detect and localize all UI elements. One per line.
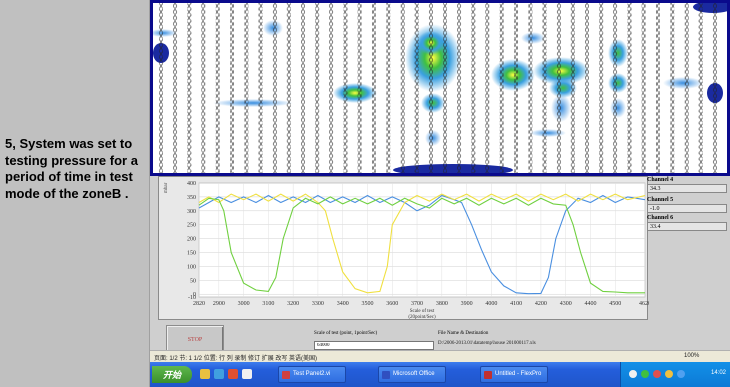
- taskbar-button-label: Untitled - FlexPro: [495, 371, 542, 377]
- screenshot-area: -10 0 50 100 150 200 250 300 350 400 2820 2900 3000 3…: [150, 0, 730, 387]
- x-tick-label: 4000: [485, 301, 497, 307]
- clock: 14:02: [710, 370, 726, 376]
- y-tick-label: 200: [187, 237, 196, 243]
- slide-caption: 5, System was set to testing pressure fo…: [5, 136, 138, 201]
- status-left-text: 页面: 1/2 节: 1 1/2 位置: 行 列 录制 修订 扩展 改写 英语(…: [154, 356, 318, 362]
- x-tick-label: 3100: [262, 301, 274, 307]
- taskbar-button-office[interactable]: Microsoft Office: [378, 366, 446, 383]
- word-status-bar: 页面: 1/2 节: 1 1/2 位置: 行 列 录制 修订 扩展 改写 英语(…: [150, 350, 730, 362]
- y-tick-label: -10: [188, 295, 196, 301]
- x-tick-label: 3800: [436, 301, 448, 307]
- plot-area: [198, 182, 646, 298]
- channel-4-value: 34.3: [647, 184, 727, 193]
- y-tick-label: 250: [187, 223, 196, 229]
- channel-4-indicator: Channel 4 34.3: [647, 176, 727, 193]
- quicklaunch-icon[interactable]: [228, 369, 238, 379]
- taskbar-button-test-panel[interactable]: Test Panel2.vi: [278, 366, 346, 383]
- y-tick-label: 0: [193, 292, 196, 298]
- channel-6-indicator: Channel 6 33.4: [647, 214, 727, 231]
- quicklaunch-icon[interactable]: [214, 369, 224, 379]
- tray-icon[interactable]: [629, 370, 637, 378]
- series-line-1: [198, 193, 646, 294]
- y-tick-label: 50: [190, 278, 196, 284]
- zoom-level[interactable]: 100%: [684, 353, 700, 359]
- labview-front-panel: -10 0 50 100 150 200 250 300 350 400 2820 2900 3000 3…: [150, 176, 730, 355]
- series-line-2: [198, 196, 645, 294]
- app-icon: [484, 371, 492, 379]
- x-tick-label: 2820: [193, 301, 205, 307]
- app-icon: [282, 371, 290, 379]
- taskbar-button-flexpro[interactable]: Untitled - FlexPro: [480, 366, 548, 383]
- x-axis-label: Scale of test: [410, 309, 435, 314]
- x-tick-label: 3400: [337, 301, 349, 307]
- quicklaunch-icon[interactable]: [200, 369, 210, 379]
- channel-5-label: Channel 5: [647, 197, 674, 203]
- channel-6-value: 33.4: [647, 222, 727, 231]
- heatmap-image: [153, 3, 727, 173]
- pressure-chart: -10 0 50 100 150 200 250 300 350 400 2820 2900 3000 3…: [158, 176, 649, 320]
- file-destination-control: File Name & Destination D:\2006-2013.01\…: [438, 331, 536, 346]
- system-tray: 14:02: [620, 362, 730, 387]
- x-tick-label: 4200: [535, 301, 547, 307]
- x-tick-label: 4620: [639, 301, 649, 307]
- x-tick-label: 3900: [461, 301, 473, 307]
- channel-5-indicator: Channel 5 -1.0: [647, 196, 727, 213]
- y-tick-label: 100: [187, 264, 196, 270]
- taskbar-button-label: Test Panel2.vi: [293, 371, 331, 377]
- file-destination-label: File Name & Destination: [438, 331, 489, 336]
- app-icon: [382, 371, 390, 379]
- scale-of-test-label: Scale of test (point, 1point/Sec): [314, 331, 378, 336]
- tray-icon[interactable]: [641, 370, 649, 378]
- x-axis-sublabel: (20point/Sec): [408, 315, 436, 320]
- y-axis-label: mbar: [164, 182, 169, 193]
- x-tick-label: 3500: [361, 301, 373, 307]
- series-line-0: [198, 194, 646, 295]
- left-caption-panel: 5, System was set to testing pressure fo…: [0, 0, 150, 387]
- x-tick-label: 3200: [287, 301, 299, 307]
- x-tick-label: 3300: [312, 301, 324, 307]
- tray-icon[interactable]: [677, 370, 685, 378]
- start-button[interactable]: 开始: [152, 366, 192, 383]
- scale-of-test-input[interactable]: [314, 341, 434, 350]
- y-tick-label: 300: [187, 209, 196, 215]
- quicklaunch-icon[interactable]: [242, 369, 252, 379]
- pressure-heatmap: [150, 0, 730, 176]
- x-tick-label: 3000: [238, 301, 250, 307]
- x-tick-label: 3600: [386, 301, 398, 307]
- tray-icon[interactable]: [665, 370, 673, 378]
- channel-6-label: Channel 6: [647, 215, 674, 221]
- chart-svg: -100 50 100 150 200 250 300 350 400 2820 2900 3000 3…: [164, 181, 649, 320]
- y-tick-label: 350: [187, 195, 196, 201]
- file-path-field[interactable]: D:\2006-2013.01\datatemp\house 201000117…: [438, 341, 536, 346]
- channel-5-value: -1.0: [647, 204, 727, 213]
- x-tick-label: 2900: [213, 301, 225, 307]
- x-tick-label: 4100: [510, 301, 522, 307]
- tray-icon[interactable]: [653, 370, 661, 378]
- y-tick-label: 400: [187, 181, 196, 187]
- x-tick-label: 4500: [609, 301, 621, 307]
- windows-taskbar: 开始 Test Panel2.vi Microsoft Office Untit…: [150, 362, 730, 387]
- scale-of-test-control: Scale of test (point, 1point/Sec): [314, 331, 434, 350]
- x-tick-label: 4300: [560, 301, 572, 307]
- taskbar-button-label: Microsoft Office: [393, 371, 435, 377]
- y-tick-label: 150: [187, 251, 196, 257]
- x-tick-label: 4400: [584, 301, 596, 307]
- x-tick-label: 3700: [411, 301, 423, 307]
- channel-4-label: Channel 4: [647, 177, 674, 183]
